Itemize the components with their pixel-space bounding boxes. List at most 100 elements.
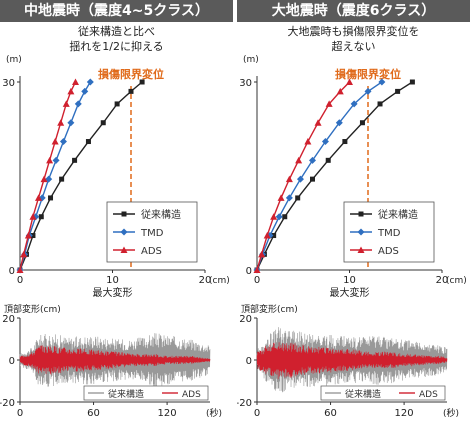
- square-marker: [395, 88, 401, 94]
- square-marker: [358, 211, 364, 217]
- diamond-marker: [378, 78, 386, 86]
- diamond-marker: [309, 156, 316, 164]
- diamond-marker: [285, 194, 293, 202]
- subtitle-line: 超えない: [331, 40, 376, 53]
- triangle-marker: [40, 175, 48, 183]
- x-unit-label: (秒): [206, 407, 222, 419]
- diamond-marker: [120, 228, 128, 236]
- y-unit-label: (m): [6, 55, 22, 65]
- triangle-marker: [357, 246, 365, 253]
- triangle-marker: [46, 156, 54, 164]
- x-tick-label: 120: [395, 408, 414, 419]
- x-tick-label: 60: [87, 408, 100, 419]
- x-tick-label: 0: [17, 275, 23, 286]
- wave-chart-title: 頂部変形(cm): [241, 303, 298, 315]
- subtitle-line: 揺れを1/2に抑える: [69, 40, 164, 53]
- y-tick-label: 0: [9, 266, 15, 277]
- triangle-marker: [67, 87, 75, 95]
- x-tick-label: 20: [199, 275, 212, 286]
- square-marker: [121, 211, 127, 217]
- top-deformation-chart: 頂部変形(cm)200-200 60 120 (秒)従来構造 ADS: [0, 303, 222, 419]
- legend-label: 従来構造: [141, 208, 181, 221]
- x-unit-label: (cm): [209, 276, 230, 286]
- x-axis-title: 最大変形: [93, 286, 133, 299]
- y-tick-label: 20: [239, 314, 252, 325]
- square-marker: [409, 79, 415, 85]
- diamond-marker: [357, 228, 365, 236]
- diamond-marker: [45, 175, 53, 183]
- square-marker: [114, 101, 120, 107]
- series-line: [19, 81, 77, 271]
- triangle-marker: [285, 175, 293, 183]
- x-tick-label: 0: [254, 275, 260, 286]
- x-tick-label: 120: [158, 408, 177, 419]
- triangle-marker: [51, 138, 59, 145]
- square-marker: [325, 157, 331, 163]
- triangle-marker: [253, 266, 261, 273]
- y-tick-label: 0: [9, 356, 15, 367]
- waveform-line: [19, 345, 211, 375]
- wave-chart-title: 頂部変形(cm): [4, 303, 61, 315]
- legend-label: ADS: [419, 390, 438, 400]
- legend-label: TMD: [377, 228, 401, 239]
- square-marker: [30, 233, 36, 239]
- square-marker: [48, 195, 54, 201]
- square-marker: [128, 88, 134, 94]
- triangle-marker: [258, 250, 266, 258]
- triangle-marker: [277, 194, 285, 201]
- square-marker: [72, 157, 78, 163]
- series-line: [256, 81, 413, 271]
- y-tick-label: -20: [237, 398, 252, 409]
- legend-label: TMD: [140, 228, 164, 239]
- square-marker: [38, 214, 44, 220]
- triangle-marker: [304, 138, 312, 145]
- diamond-marker: [81, 87, 89, 95]
- panel-large-quake: 大地震時（震度6クラス） 大地震時も損傷限界変位を 超えない 0 30 (m) 0 10…: [237, 0, 470, 424]
- triangle-marker: [325, 100, 333, 107]
- y-tick-label: 30: [239, 78, 252, 89]
- diamond-marker: [52, 156, 60, 164]
- square-marker: [377, 101, 383, 107]
- triangle-marker: [62, 100, 70, 107]
- triangle-marker: [270, 213, 278, 220]
- panel-medium-quake: 中地震時（震度4~5クラス） 従来構造と比べ 揺れを1/2に抑える 0 30 (m)…: [0, 0, 233, 424]
- y-tick-label: 20: [2, 314, 15, 325]
- subtitle-line: 大地震時も損傷限界変位を: [287, 25, 420, 38]
- x-tick-label: 20: [436, 275, 449, 286]
- panel-divider: [233, 0, 237, 424]
- diamond-marker: [335, 119, 343, 127]
- triangle-marker: [57, 119, 65, 126]
- y-tick-label: 0: [246, 266, 252, 277]
- diamond-marker: [86, 78, 94, 86]
- legend-box: [320, 385, 446, 401]
- triangle-marker: [120, 246, 128, 253]
- diamond-marker: [67, 119, 75, 127]
- series-line: [256, 81, 350, 271]
- triangle-marker: [29, 213, 37, 220]
- square-marker: [59, 176, 65, 182]
- damage-limit-label: 損傷限界変位: [335, 67, 401, 81]
- diamond-marker: [74, 100, 82, 108]
- square-marker: [342, 139, 348, 145]
- triangle-marker: [263, 232, 271, 239]
- triangle-marker: [35, 194, 42, 201]
- triangle-marker: [72, 78, 79, 85]
- legend-label: 従来構造: [378, 208, 418, 221]
- panel-subtitle: 従来構造と比べ 揺れを1/2に抑える: [0, 24, 233, 54]
- square-marker: [85, 139, 91, 145]
- legend-box: [83, 385, 209, 401]
- square-marker: [282, 214, 288, 220]
- x-unit-label: (秒): [443, 407, 459, 419]
- triangle-marker: [24, 232, 32, 239]
- diamond-marker: [296, 175, 304, 183]
- triangle-marker: [336, 87, 344, 95]
- diamond-marker: [59, 138, 67, 146]
- x-axis-title: 最大変形: [330, 286, 370, 299]
- legend-label: ADS: [378, 246, 399, 257]
- y-tick-label: 30: [2, 78, 15, 89]
- square-marker: [359, 120, 365, 126]
- triangle-marker: [314, 119, 322, 126]
- legend-label: ADS: [182, 390, 201, 400]
